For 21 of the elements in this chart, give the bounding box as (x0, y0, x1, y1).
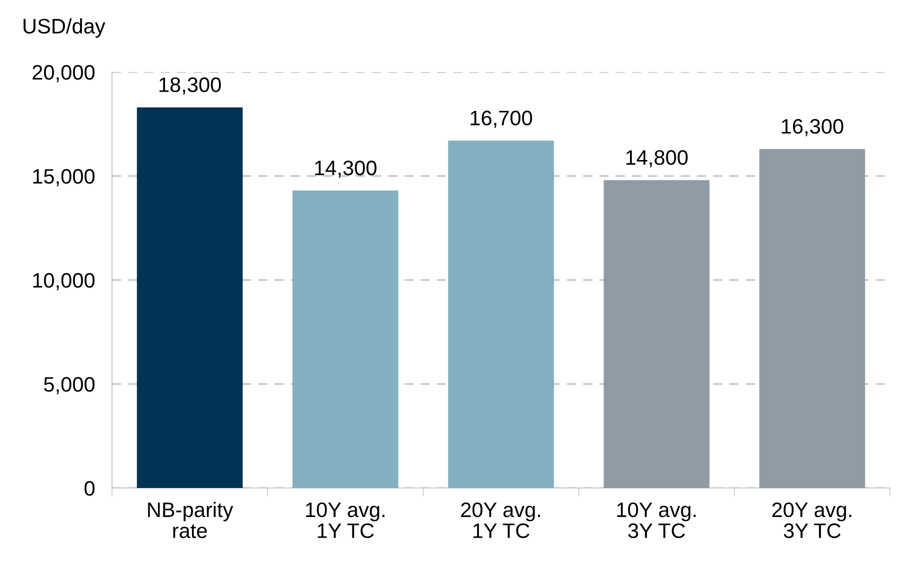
x-tick-label: 10Y avg. 3Y TC (617, 502, 696, 538)
y-axis-title: USD/day (24, 18, 106, 38)
data-label: 16,700 (470, 110, 532, 128)
bar (292, 190, 398, 488)
y-tick-label: 0 (84, 481, 95, 496)
x-tick-label: 10Y avg. 1Y TC (306, 502, 384, 538)
y-tick-label: 10,000 (33, 273, 95, 290)
bar (136, 107, 243, 488)
x-tick-label: 20Y avg. 1Y TC (461, 502, 540, 538)
x-tick-label: NB-parity rate (148, 502, 234, 538)
data-label: 14,300 (315, 160, 376, 178)
y-tick-label: 5,000 (44, 377, 95, 394)
data-label: 14,800 (626, 150, 688, 168)
bar (448, 140, 554, 488)
data-label: 16,300 (782, 118, 844, 136)
y-tick-label: 15,000 (33, 169, 95, 186)
bar (759, 148, 866, 488)
y-tick-label: 20,000 (32, 65, 95, 82)
data-label: 18,300 (160, 77, 221, 95)
bar (604, 180, 710, 488)
x-tick-label: 20Y avg. 3Y TC (772, 502, 852, 538)
